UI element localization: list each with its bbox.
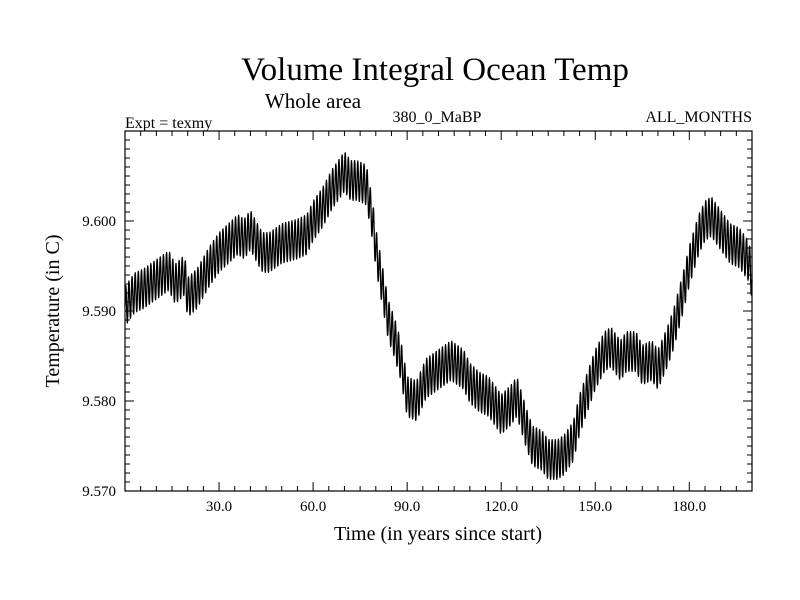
months-label: ALL_MONTHS <box>645 109 752 126</box>
y-axis-label: Temperature (in C) <box>42 235 64 388</box>
x-tick-label: 60.0 <box>300 499 326 515</box>
x-tick-label: 180.0 <box>672 499 706 515</box>
x-tick-label: 90.0 <box>394 499 420 515</box>
x-tick-label: 150.0 <box>578 499 612 515</box>
series-line-0 <box>124 152 753 480</box>
y-tick-label: 9.590 <box>82 304 116 320</box>
plot-frame <box>124 130 753 492</box>
y-tick-label: 9.570 <box>82 484 116 500</box>
axis-ticks: 30.0 60.0 90.0 120.0 150.0 180.0 9.570 9.580 9.5… <box>82 131 752 515</box>
x-tick-label: 30.0 <box>206 499 232 515</box>
y-tick-label: 9.600 <box>82 214 116 230</box>
run-label: 380_0_MaBP <box>393 109 482 126</box>
chart-title: Volume Integral Ocean Temp <box>241 52 629 88</box>
y-tick-label: 9.580 <box>82 394 116 410</box>
x-tick-label: 120.0 <box>484 499 518 515</box>
experiment-label: Expt = texmy <box>125 115 212 132</box>
x-axis-label: Time (in years since start) <box>334 523 542 545</box>
chart-subtitle: Whole area <box>265 89 362 113</box>
plot-area <box>124 152 753 480</box>
